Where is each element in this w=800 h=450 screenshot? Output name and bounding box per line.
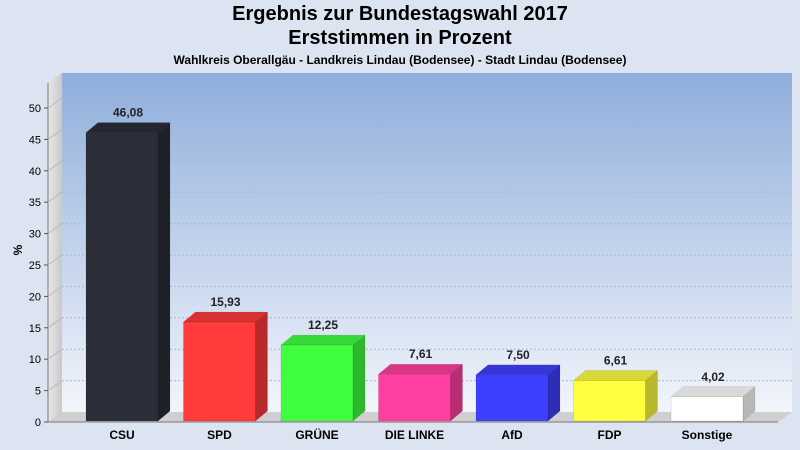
bar-csu — [85, 122, 171, 422]
grid-line-side — [47, 285, 63, 297]
bar-top — [572, 370, 659, 381]
y-tick-label: 45 — [29, 134, 41, 146]
y-tick-label: 40 — [29, 166, 41, 178]
x-tick-label: GRÜNE — [295, 427, 338, 442]
y-tick-label: 50 — [29, 103, 41, 115]
bar-front — [475, 374, 549, 422]
grid-line-side — [47, 160, 63, 172]
bar-side — [157, 122, 171, 422]
data-label: 6,61 — [604, 353, 628, 367]
grid-line-side — [47, 348, 63, 360]
x-tick-label: AfD — [501, 428, 523, 442]
bar-front — [378, 373, 451, 422]
data-label: 15,93 — [210, 295, 240, 309]
bar-spd — [182, 311, 269, 422]
bar-top — [670, 386, 756, 398]
grid-line-side — [47, 380, 63, 392]
chart-subtitle: Wahlkreis Oberallgäu - Landkreis Lindau … — [173, 53, 627, 67]
bar-die-linke — [377, 363, 464, 422]
bar-front — [280, 344, 354, 422]
grid-line-side — [47, 191, 63, 203]
bar-side — [352, 334, 366, 422]
grid-line-side — [47, 128, 63, 140]
bar-front — [670, 396, 744, 422]
data-label: 7,61 — [409, 347, 433, 361]
bar-grüne — [280, 334, 366, 422]
bar-top — [280, 334, 366, 346]
x-tick-label: DIE LINKE — [385, 428, 444, 442]
bar-top — [377, 363, 464, 375]
data-label: 7,50 — [506, 348, 530, 362]
bar-front — [573, 380, 646, 422]
y-tick-label: 20 — [29, 291, 41, 303]
x-tick-label: Sonstige — [682, 428, 733, 442]
bar-top — [85, 122, 171, 133]
grid-line-side — [47, 97, 63, 109]
chart-title: Ergebnis zur Bundestagswahl 2017 — [232, 3, 568, 25]
bar-afd — [475, 364, 561, 422]
data-label: 12,25 — [308, 318, 338, 332]
x-tick-label: SPD — [207, 428, 232, 442]
y-tick-label: 30 — [29, 229, 41, 241]
y-tick-label: 0 — [35, 417, 41, 429]
y-tick-label: 5 — [35, 386, 41, 398]
bar-sonstige — [670, 386, 756, 422]
plot-side-wall — [48, 73, 62, 422]
grid-line-side — [47, 223, 63, 235]
bar-front — [183, 321, 256, 422]
data-label: 46,08 — [113, 106, 143, 120]
x-tick-label: CSU — [109, 428, 134, 442]
bar-front — [85, 132, 159, 422]
y-tick-label: 35 — [29, 197, 41, 209]
bar-fdp — [572, 369, 659, 422]
bar-side — [255, 311, 268, 422]
grid-line-side — [47, 254, 63, 266]
y-tick-label: 10 — [29, 354, 41, 366]
x-tick-label: FDP — [598, 428, 622, 442]
grid-line-side — [47, 317, 63, 329]
y-tick-label: 25 — [29, 260, 41, 272]
y-axis-label: % — [11, 244, 25, 255]
data-label: 4,02 — [701, 370, 725, 384]
bar-top — [475, 364, 561, 376]
chart-subtitle-line: Erststimmen in Prozent — [288, 27, 512, 49]
y-tick-label: 15 — [29, 323, 41, 335]
bar-top — [182, 311, 269, 323]
